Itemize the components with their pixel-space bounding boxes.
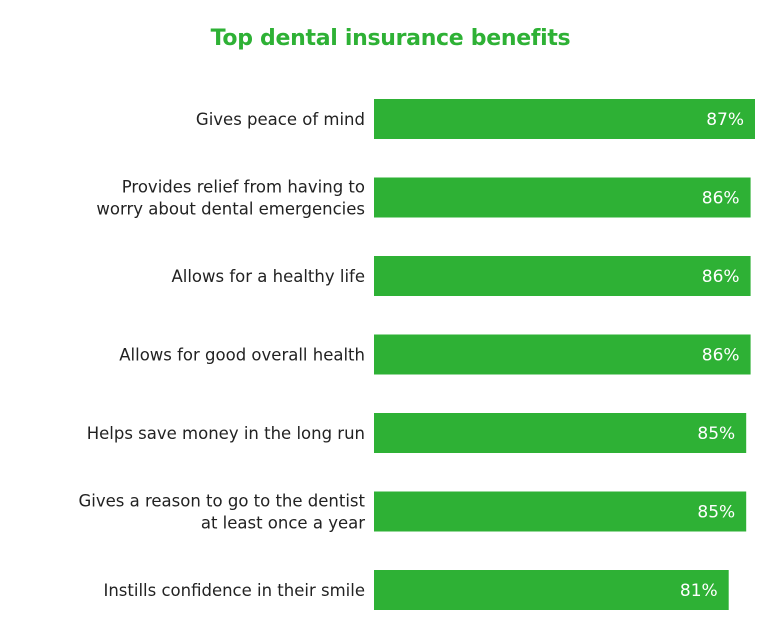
category-label-1: Gives peace of mind bbox=[196, 110, 365, 129]
bar-3 bbox=[374, 256, 751, 296]
category-label-3: Allows for a healthy life bbox=[171, 267, 365, 286]
category-label-2-line-2: worry about dental emergencies bbox=[96, 200, 365, 219]
category-label-2-line-1: Provides relief from having to bbox=[122, 178, 365, 197]
value-label-2: 86% bbox=[702, 189, 740, 209]
bar-4 bbox=[374, 334, 751, 375]
category-label-5: Helps save money in the long run bbox=[87, 424, 365, 443]
bar-5 bbox=[374, 413, 747, 453]
chart-title: Top dental insurance benefits bbox=[210, 26, 571, 51]
category-label-4: Allows for good overall health bbox=[119, 346, 365, 365]
bar-7 bbox=[374, 570, 729, 610]
value-label-4: 86% bbox=[702, 346, 740, 366]
bar-2 bbox=[374, 177, 751, 218]
category-label-7: Instills confidence in their smile bbox=[103, 581, 365, 600]
value-label-5: 85% bbox=[697, 424, 735, 444]
category-label-6-line-2: at least once a year bbox=[201, 514, 365, 533]
bar-6 bbox=[374, 491, 747, 532]
value-label-3: 86% bbox=[702, 267, 740, 287]
value-label-7: 81% bbox=[680, 581, 718, 601]
category-label-6-line-1: Gives a reason to go to the dentist bbox=[78, 492, 365, 511]
value-label-1: 87% bbox=[706, 110, 744, 130]
value-label-6: 85% bbox=[697, 503, 735, 523]
bar-1 bbox=[374, 99, 755, 139]
